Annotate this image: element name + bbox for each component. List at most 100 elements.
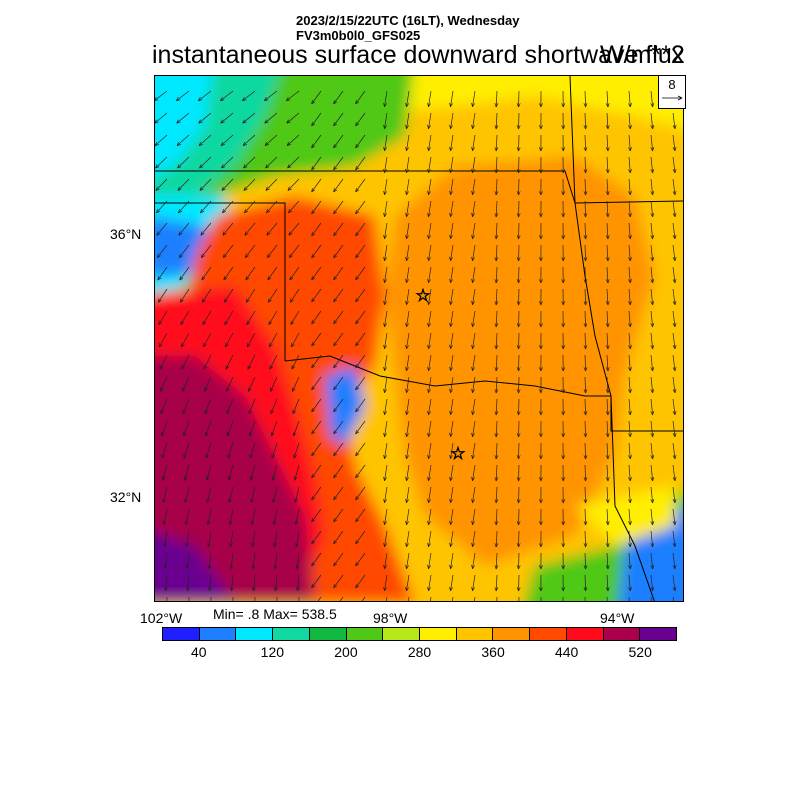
wind-vector <box>606 112 609 129</box>
wind-vector-head <box>179 276 184 281</box>
colorbar <box>162 627 677 641</box>
wind-vector <box>165 574 168 591</box>
wind-vector-head <box>516 103 521 108</box>
wind-vector <box>296 552 300 569</box>
wind-vector <box>311 156 322 171</box>
wind-vector <box>606 244 609 261</box>
wind-vector-head <box>333 99 338 105</box>
wind-vector <box>384 156 388 173</box>
wind-vector <box>628 288 631 305</box>
wind-vector-head <box>227 476 232 481</box>
wind-vector-head <box>427 322 431 327</box>
wind-vector <box>450 574 454 591</box>
wind-vector-head <box>561 169 566 174</box>
wind-vector <box>224 332 234 348</box>
wind-vector-head <box>427 366 431 371</box>
wind-vector <box>650 310 653 327</box>
wind-vector-head <box>539 147 543 152</box>
wind-vector-head <box>268 342 273 348</box>
wind-vector <box>333 244 344 259</box>
wind-vector <box>428 508 432 525</box>
wind-vector <box>450 134 454 151</box>
wind-vector-head <box>494 169 499 174</box>
wind-vector-head <box>516 279 521 284</box>
wind-vector <box>205 442 212 459</box>
wind-vector-head <box>333 385 338 391</box>
wind-vector <box>251 508 256 525</box>
wind-vector-head <box>333 429 338 435</box>
wind-vector-head <box>494 257 499 262</box>
wind-vector <box>628 376 631 393</box>
wind-vector-head <box>583 543 588 548</box>
wind-vector <box>406 90 410 107</box>
wind-vector-head <box>561 345 566 350</box>
wind-vector-head <box>449 322 453 327</box>
wind-vector <box>672 442 676 459</box>
wind-vector <box>606 156 609 173</box>
wind-vector-head <box>405 322 409 327</box>
wind-vector-head <box>449 124 453 129</box>
wind-vector <box>472 508 476 525</box>
wind-vector-head <box>650 410 655 416</box>
wind-vector <box>289 266 300 281</box>
wind-vector-head <box>176 141 181 146</box>
wind-vector <box>650 574 653 591</box>
wind-vector-head <box>333 517 338 523</box>
wind-vector <box>355 178 366 193</box>
wind-vector <box>311 464 322 479</box>
wind-vector <box>672 486 676 503</box>
wind-vector-head <box>471 410 475 415</box>
wind-vector-head <box>199 186 204 191</box>
wind-vector <box>428 266 432 283</box>
wind-vector-head <box>271 454 275 459</box>
wind-vector <box>333 442 344 457</box>
wind-vector-head <box>672 234 677 240</box>
wind-vector-head <box>427 102 431 107</box>
wind-vector <box>155 134 168 146</box>
wind-vector-head <box>405 542 409 547</box>
wind-vector <box>267 288 278 303</box>
wind-vector-head <box>628 103 632 108</box>
wind-vector-head <box>471 234 475 239</box>
wind-vector <box>272 464 278 481</box>
wind-vector <box>584 112 586 130</box>
wind-vector <box>472 574 476 591</box>
map-panel: ☆ ☆ <box>154 75 684 602</box>
wind-vector <box>266 200 278 214</box>
wind-vector-head <box>494 125 499 130</box>
wind-vector-head <box>383 344 387 349</box>
wind-vector <box>628 508 631 525</box>
wind-vector-head <box>383 432 387 437</box>
wind-vector <box>200 244 212 258</box>
wind-vector <box>156 222 168 236</box>
wind-vector-head <box>383 256 387 261</box>
wind-vector-head <box>494 521 499 526</box>
wind-vector-head <box>355 407 360 413</box>
wind-vector <box>156 200 168 214</box>
colorbar-tick-label: 440 <box>554 644 579 660</box>
wind-vector-head <box>605 367 610 372</box>
wind-vector-head <box>471 344 475 349</box>
wind-vector <box>188 596 190 601</box>
wind-vector <box>472 200 476 217</box>
wind-vector-head <box>449 234 453 239</box>
wind-vector-head <box>265 164 270 169</box>
wind-vector-head <box>449 366 453 371</box>
wind-vector <box>584 596 586 601</box>
wind-vector-head <box>672 542 677 548</box>
wind-vector <box>606 266 609 283</box>
wind-vector-head <box>220 141 225 146</box>
wind-vector-head <box>265 186 270 191</box>
wind-vector-head <box>583 191 588 196</box>
wind-vector-head <box>427 256 431 261</box>
wind-vector-head <box>539 499 543 504</box>
wind-vector <box>355 200 366 215</box>
wind-vector <box>428 178 432 195</box>
wind-vector-head <box>355 275 360 281</box>
wind-vector-head <box>516 499 521 504</box>
wind-vector <box>272 486 278 503</box>
wind-vector-head <box>333 407 338 413</box>
lat-label: 36°N <box>110 226 142 242</box>
wind-vector <box>584 244 586 262</box>
wind-vector <box>333 354 344 369</box>
